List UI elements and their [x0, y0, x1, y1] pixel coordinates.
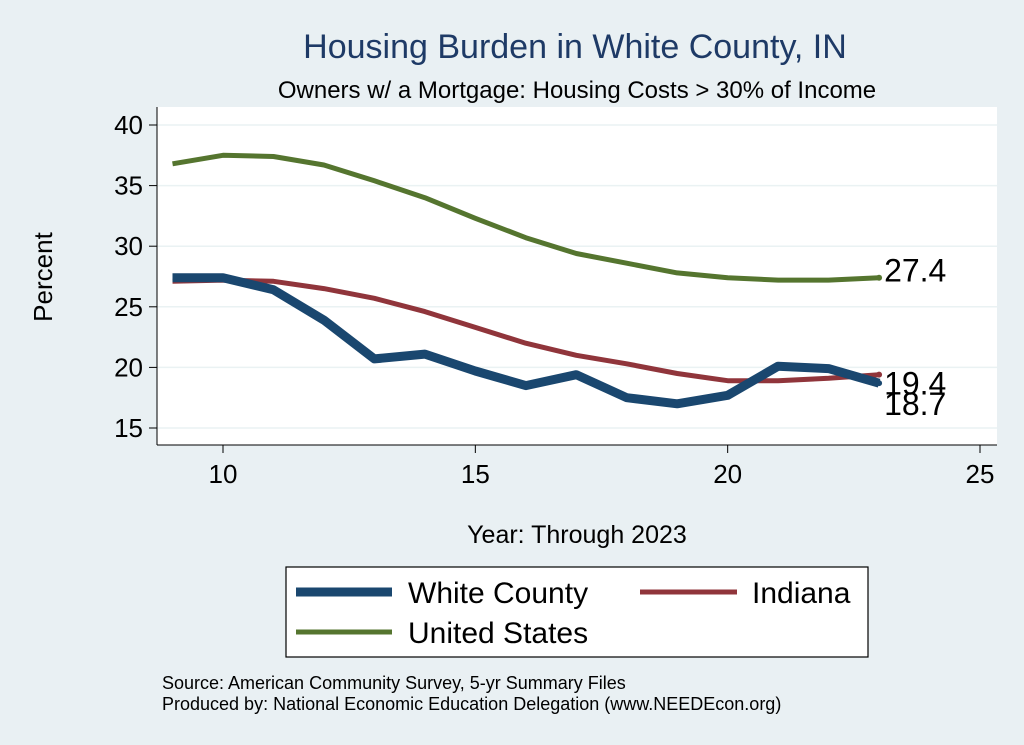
- legend-label-indiana: Indiana: [752, 577, 851, 610]
- end-label-united-states: 27.4: [884, 253, 946, 289]
- y-tick-label: 30: [114, 231, 143, 261]
- series-lines: [172, 152, 883, 409]
- y-tick-label: 25: [114, 292, 143, 322]
- legend-label-united-states: United States: [408, 617, 588, 650]
- plot-area: [157, 107, 997, 445]
- y-tick-label: 15: [114, 413, 143, 443]
- x-axis-ticks: 10 15 20 25: [209, 445, 995, 489]
- end-label-indiana: 19.4: [884, 366, 946, 402]
- x-tick-label: 15: [461, 459, 490, 489]
- legend-label-white-county: White County: [408, 577, 588, 610]
- legend: White County Indiana United States: [285, 566, 869, 658]
- axes: [156, 107, 997, 446]
- end-labels: 18.719.4 27.4: [884, 253, 946, 422]
- y-axis-label: Percent: [28, 231, 58, 321]
- x-tick-label: 20: [713, 459, 742, 489]
- x-axis-label: Year: Through 2023: [467, 521, 687, 549]
- x-tick-label: 10: [209, 459, 238, 489]
- chart-subtitle: Owners w/ a Mortgage: Housing Costs > 30…: [278, 77, 876, 104]
- series-line-united-states: [172, 152, 880, 283]
- source-note: Source: American Community Survey, 5-yr …: [162, 673, 626, 693]
- legend-box: [285, 566, 869, 658]
- end-point-united-states: [876, 274, 883, 281]
- y-tick-label: 35: [114, 171, 143, 201]
- y-axis-ticks: 15 20 25 30 35 40: [114, 110, 157, 443]
- chart-title: Housing Burden in White County, IN: [303, 28, 847, 66]
- end-label-white-county: 18.7: [884, 386, 946, 422]
- series-line-white-county: [172, 273, 881, 409]
- y-tick-label: 20: [114, 352, 143, 382]
- produced-by-note: Produced by: National Economic Education…: [162, 694, 781, 714]
- end-point-indiana: [876, 371, 883, 378]
- x-tick-label: 25: [966, 459, 995, 489]
- y-tick-label: 40: [114, 110, 143, 140]
- end-point-white-county: [876, 380, 883, 387]
